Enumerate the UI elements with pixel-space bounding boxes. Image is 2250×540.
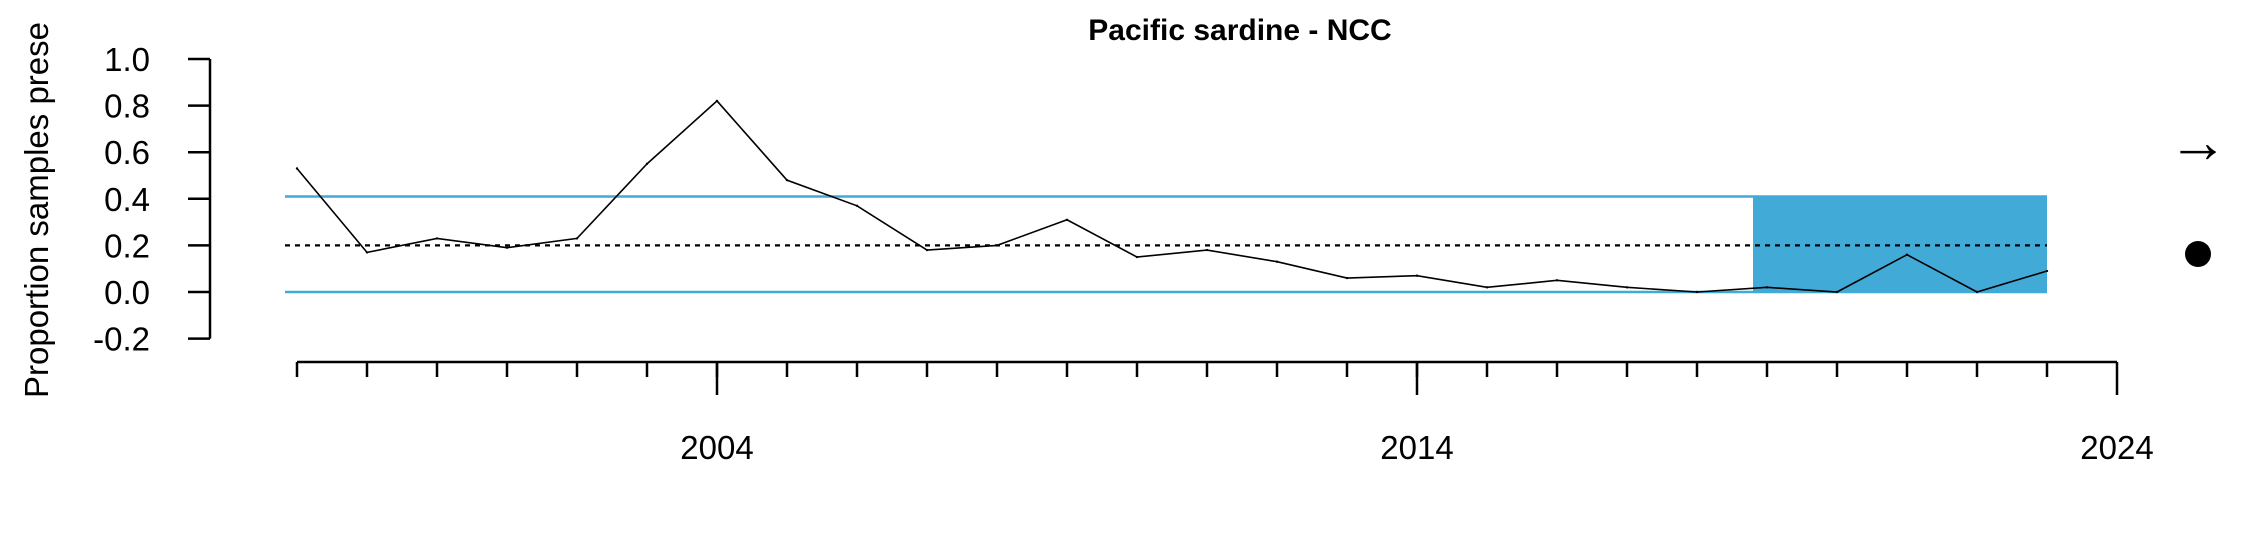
- data-point: [995, 244, 999, 247]
- y-tick-label: 1.0: [104, 41, 150, 78]
- filled-circle-icon: [2185, 241, 2211, 267]
- series-layer: [295, 99, 2049, 294]
- data-point: [1555, 279, 1559, 282]
- data-point: [1835, 290, 1839, 294]
- data-point: [2045, 269, 2049, 273]
- data-point: [295, 167, 299, 170]
- data-point: [1485, 286, 1489, 289]
- y-axis: -0.2 0.0 0.2 0.4 0.6 0.8 1.0: [93, 41, 212, 358]
- series-line: [296, 99, 2048, 293]
- data-point: [1065, 218, 1069, 221]
- x-tick-label: 2014: [1380, 429, 1453, 466]
- y-tick-label: 0.4: [104, 181, 150, 218]
- data-point: [1975, 290, 1979, 294]
- data-point: [1135, 255, 1139, 259]
- data-point: [715, 99, 719, 103]
- recent-window-layer: [1753, 196, 2047, 292]
- y-tick-label: 0.6: [104, 134, 150, 171]
- data-point: [365, 251, 369, 254]
- data-point: [575, 237, 579, 240]
- data-point: [645, 162, 649, 166]
- data-point: [1625, 286, 1629, 289]
- x-axis: 2004 2014 2024: [295, 360, 2154, 466]
- data-point: [925, 248, 929, 252]
- data-point: [1415, 274, 1419, 277]
- chart-title: Pacific sardine - NCC: [1088, 14, 1391, 47]
- x-tick-label: 2004: [680, 429, 753, 466]
- right-arrow-icon: →: [2168, 108, 2228, 175]
- data-point: [1905, 253, 1909, 256]
- y-tick-label: 0.0: [104, 274, 150, 311]
- data-point: [855, 204, 859, 207]
- data-point: [435, 237, 439, 240]
- reference-lines: [285, 195, 2047, 294]
- data-point: [1695, 290, 1699, 294]
- data-point: [785, 178, 789, 182]
- x-tick-label: 2024: [2080, 429, 2153, 466]
- data-point: [1275, 260, 1279, 263]
- y-tick-label: 0.2: [104, 227, 150, 264]
- y-tick-label: 0.8: [104, 88, 150, 125]
- data-point: [1205, 248, 1209, 252]
- data-point: [505, 246, 509, 249]
- data-point: [1765, 286, 1769, 289]
- y-tick-label: -0.2: [93, 321, 150, 358]
- recent-window-shade: [1753, 196, 2047, 292]
- y-axis-label: Proportion samples prese: [18, 22, 55, 398]
- data-point: [1345, 276, 1349, 280]
